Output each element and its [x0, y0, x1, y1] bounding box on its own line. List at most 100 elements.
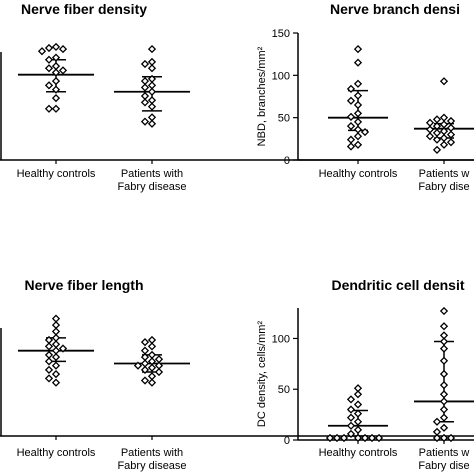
data-point [140, 83, 150, 92]
data-point [446, 130, 456, 139]
data-point [147, 87, 157, 96]
data-point [353, 79, 363, 88]
y-tick-label: 50 [278, 384, 290, 396]
data-point [51, 314, 61, 323]
chart-title: Nerve fiber density [21, 1, 147, 17]
data-point [439, 77, 449, 86]
data-point [147, 96, 157, 105]
data-point [44, 43, 54, 53]
data-point [346, 135, 356, 144]
data-point [432, 433, 442, 443]
data-point [147, 335, 157, 345]
panel-3: Nerve fiber length Healthy controls Patien… [0, 277, 474, 472]
data-point [51, 104, 61, 113]
data-point [439, 344, 449, 353]
data-point [439, 423, 449, 432]
data-point [147, 44, 157, 54]
data-point [346, 395, 356, 404]
data-point [58, 344, 68, 353]
data-point [147, 350, 157, 360]
data-point [51, 361, 61, 370]
chart-title: Dendritic cell densit [331, 277, 464, 293]
data-point [346, 142, 356, 151]
data-point [353, 425, 363, 434]
data-point [44, 350, 54, 360]
x-tick-label: Healthy controls [319, 447, 398, 459]
data-point [439, 390, 449, 399]
data-point [353, 400, 363, 409]
data-point [140, 365, 150, 374]
x-tick-label: Patients with [121, 447, 183, 459]
x-tick-label: Fabry dise [418, 181, 469, 193]
data-point [432, 417, 442, 426]
data-point [353, 409, 363, 418]
x-tick-label: Patients with [121, 168, 183, 180]
data-point [140, 59, 150, 69]
y-tick-label: 150 [272, 28, 290, 40]
data-point [325, 433, 335, 443]
data-point [425, 125, 435, 134]
data-point [353, 417, 363, 426]
data-point [439, 381, 449, 390]
data-point [44, 365, 54, 374]
data-point [446, 123, 456, 132]
data-point [44, 374, 54, 383]
data-point [439, 369, 449, 379]
data-point [140, 346, 150, 355]
data-point [51, 370, 61, 379]
data-point [44, 81, 54, 90]
data-point [439, 433, 449, 443]
data-point [446, 138, 456, 147]
data-point [51, 85, 61, 94]
data-point [346, 421, 356, 430]
data-point [147, 81, 157, 90]
data-point [44, 342, 54, 351]
data-point [147, 372, 157, 381]
y-tick-label: 100 [272, 333, 290, 345]
x-tick-label: Healthy controls [17, 447, 96, 459]
data-point [154, 367, 164, 377]
data-point [353, 390, 363, 399]
data-point [439, 113, 449, 122]
data-point [140, 91, 150, 101]
data-point [346, 405, 356, 414]
data-point [346, 96, 356, 105]
data-point [58, 66, 68, 75]
data-point [346, 429, 356, 439]
data-point [425, 118, 435, 127]
data-point [353, 109, 363, 118]
data-point [140, 98, 150, 107]
data-point [140, 76, 150, 86]
data-point [439, 306, 449, 316]
data-point [51, 53, 61, 62]
data-point [51, 340, 61, 349]
data-point [51, 68, 61, 77]
data-point [44, 55, 54, 64]
x-tick-label: Patients w [419, 168, 470, 180]
data-point [44, 104, 54, 113]
x-tick-label: Patients w [419, 447, 470, 459]
data-point [51, 333, 61, 342]
data-point [140, 359, 150, 368]
panel-4: Dendritic cell densit 0 50 100 DC density, c… [256, 277, 474, 472]
data-point [439, 356, 449, 365]
data-point [432, 135, 442, 144]
data-point [439, 405, 449, 414]
data-point [147, 378, 157, 387]
data-point [51, 327, 61, 336]
data-point [439, 413, 449, 422]
chart-title: Nerve fiber length [24, 277, 143, 293]
data-point [432, 115, 442, 124]
data-point [432, 145, 442, 154]
data-point [51, 346, 61, 355]
data-point [140, 338, 150, 347]
data-point [353, 117, 363, 127]
x-tick-label: Healthy controls [319, 168, 398, 180]
data-point [147, 64, 157, 73]
data-point [58, 44, 68, 54]
data-point [147, 363, 157, 372]
data-point [140, 376, 150, 385]
data-point [346, 84, 356, 93]
data-point [51, 62, 61, 71]
data-point [439, 120, 449, 129]
